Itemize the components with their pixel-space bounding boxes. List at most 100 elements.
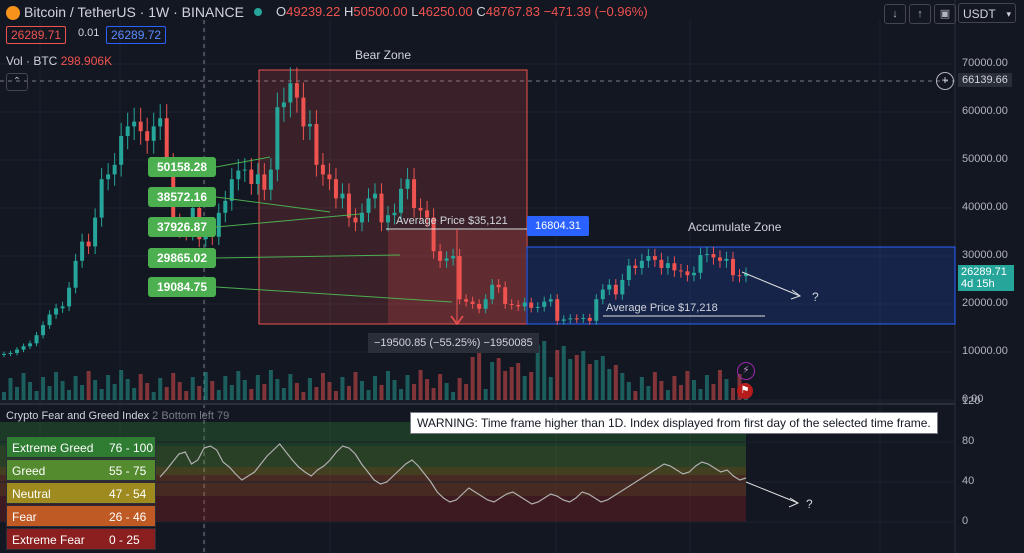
volume-bar: [99, 389, 104, 400]
legend-row: Extreme Fear 0 - 25: [6, 528, 156, 550]
candle-body: [594, 299, 599, 321]
candle-body: [724, 258, 729, 261]
volume-bar: [659, 381, 664, 400]
lightning-icon[interactable]: ⚡: [737, 362, 755, 380]
candle-body: [470, 301, 475, 304]
accumulate-zone-label: Accumulate Zone: [688, 220, 782, 234]
candle-body: [93, 217, 98, 247]
candle-body: [21, 346, 26, 350]
legend-range: 0 - 25: [109, 533, 140, 547]
price-tick: 50000.00: [962, 153, 1008, 165]
label-connector: [215, 213, 361, 228]
accumulate-zone: [526, 246, 956, 325]
open-label: O: [276, 4, 287, 19]
candle-body: [646, 256, 651, 261]
candle-body: [568, 318, 573, 320]
currency-select[interactable]: USDT ▾: [958, 3, 1016, 23]
volume-bar: [607, 369, 612, 400]
price-label-green[interactable]: 37926.87: [148, 217, 216, 237]
candle-body: [711, 254, 716, 258]
volume-bar: [555, 350, 560, 400]
arrow-head: [788, 497, 800, 508]
volume-bar: [704, 375, 709, 400]
volume-bar: [698, 389, 703, 400]
candle-body: [613, 284, 618, 295]
arrow-up-icon: ↑: [917, 8, 923, 20]
symbol-title[interactable]: Bitcoin / TetherUS · 1W · BINANCE: [24, 4, 244, 20]
us-flag-icon[interactable]: ⚑: [737, 383, 753, 399]
volume-bar: [333, 391, 338, 400]
candle-body: [483, 299, 488, 309]
candle-body: [307, 124, 312, 127]
candle-body: [320, 164, 325, 175]
arrow-down-button[interactable]: ↓: [884, 4, 906, 24]
volume-bar: [73, 376, 78, 400]
index-tick: 80: [962, 435, 975, 447]
candle-body: [464, 299, 469, 302]
price-tick: 10000.00: [962, 345, 1008, 357]
measure-tooltip: −19500.85 (−55.25%) −1950085: [368, 333, 539, 353]
legend-name: Extreme Fear: [12, 533, 85, 547]
volume-bar: [724, 379, 729, 400]
candle-body: [8, 352, 13, 354]
candle-body: [744, 273, 748, 277]
price-label-green[interactable]: 19084.75: [148, 277, 216, 297]
price-marker-tag[interactable]: 16804.31: [527, 216, 589, 236]
volume-bar: [568, 359, 573, 400]
price-tick: 30000.00: [962, 249, 1008, 261]
price-label-green[interactable]: 50158.28: [148, 157, 216, 177]
collapse-legend-button[interactable]: ⌃: [6, 73, 28, 91]
arrow-up-button[interactable]: ↑: [909, 4, 931, 24]
sell-button[interactable]: 26289.71: [6, 26, 67, 44]
measure-arrow: [450, 315, 464, 326]
volume-bar: [2, 392, 6, 400]
indicator-title: Crypto Fear and Greed Index: [6, 410, 150, 422]
avg-price-accumulate: Average Price $17,218: [606, 302, 718, 314]
volume-bar: [639, 377, 644, 400]
market-status-icon: [254, 8, 262, 16]
change-value: −471.39 (−0.96%): [543, 4, 648, 19]
legend-row: Neutral 47 - 54: [6, 482, 156, 504]
candle-body: [340, 193, 345, 199]
volume-bar: [613, 365, 618, 400]
candle-body: [574, 318, 579, 320]
price-label-green[interactable]: 29865.02: [148, 248, 216, 268]
volume-bar: [464, 384, 469, 400]
chevron-down-icon: ▾: [1006, 9, 1011, 19]
indicator-legend[interactable]: Crypto Fear and Greed Index 2 Bottom lef…: [6, 410, 229, 422]
candle-body: [639, 260, 644, 268]
question-mark-price: ?: [812, 290, 819, 304]
volume-bar: [249, 389, 254, 400]
volume-bar: [320, 373, 325, 400]
candle-body: [164, 118, 169, 165]
candle-body: [561, 319, 566, 321]
volume-bar: [366, 390, 371, 400]
index-tick: 120: [962, 395, 981, 407]
volume-bar: [717, 370, 722, 400]
candle-body: [386, 215, 391, 223]
candle-body: [54, 308, 59, 315]
candle-body: [457, 256, 462, 300]
candle-body: [399, 188, 404, 213]
arrow-down-icon: ↓: [892, 8, 898, 20]
volume-bar: [151, 392, 156, 400]
candle-body: [15, 349, 20, 353]
legend-row: Greed 55 - 75: [6, 459, 156, 481]
volume-bar: [399, 389, 404, 400]
legend-name: Greed: [12, 464, 46, 478]
volume-bar: [197, 386, 202, 400]
price-label-green[interactable]: 38572.16: [148, 187, 216, 207]
volume-bar: [275, 379, 280, 400]
volume-bar: [373, 376, 377, 400]
add-alert-icon[interactable]: +: [936, 72, 954, 90]
volume-bar: [112, 384, 117, 400]
high-value: 50500.00: [353, 4, 408, 19]
volume-bar: [652, 372, 657, 400]
buy-button[interactable]: 26289.72: [106, 26, 167, 44]
volume-bar: [431, 388, 436, 400]
screenshot-button[interactable]: ▣: [934, 4, 956, 24]
volume-bar: [41, 377, 46, 400]
spread-value: 0.01: [78, 27, 100, 39]
price-tick: 60000.00: [962, 105, 1008, 117]
